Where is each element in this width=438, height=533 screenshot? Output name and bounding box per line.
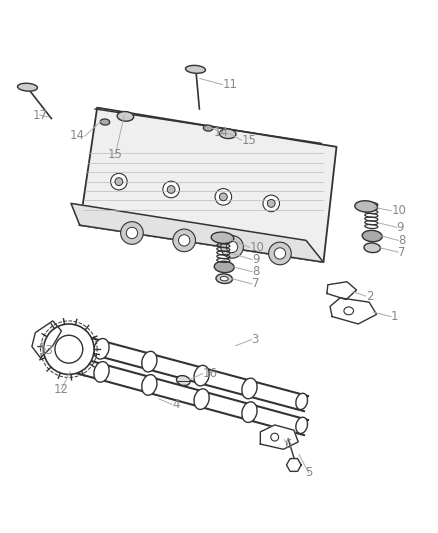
Text: 1: 1 [391,310,399,323]
Text: 9: 9 [396,221,404,234]
Ellipse shape [242,402,257,423]
Circle shape [111,173,127,190]
Ellipse shape [216,274,233,284]
Circle shape [44,324,94,375]
Ellipse shape [211,232,234,244]
Ellipse shape [142,375,157,395]
Ellipse shape [203,125,213,131]
Ellipse shape [117,111,134,121]
Ellipse shape [18,83,38,91]
Ellipse shape [219,129,236,139]
Circle shape [215,189,232,205]
Text: 16: 16 [202,367,217,380]
Ellipse shape [94,361,109,382]
Polygon shape [71,204,323,262]
Text: 11: 11 [223,78,237,91]
Circle shape [120,222,143,244]
Ellipse shape [271,433,279,441]
Circle shape [173,229,195,252]
Text: 8: 8 [252,265,259,278]
Ellipse shape [242,378,257,399]
Text: 6: 6 [284,439,292,451]
Ellipse shape [186,66,205,74]
Circle shape [221,236,244,258]
Text: 15: 15 [242,134,257,147]
Polygon shape [260,425,298,449]
Ellipse shape [344,307,353,315]
Ellipse shape [296,417,307,433]
Polygon shape [286,458,301,471]
Circle shape [115,177,123,185]
Ellipse shape [214,261,234,272]
Circle shape [268,242,291,265]
Text: 12: 12 [54,383,69,395]
Circle shape [219,193,227,201]
Polygon shape [327,282,357,300]
Ellipse shape [94,338,109,359]
Ellipse shape [100,119,110,125]
Text: 7: 7 [252,277,260,290]
Ellipse shape [362,230,382,242]
Circle shape [267,199,275,207]
Ellipse shape [142,351,157,372]
Text: 8: 8 [398,234,406,247]
Text: 13: 13 [39,344,53,357]
Text: 4: 4 [172,398,180,411]
Polygon shape [330,298,377,324]
Text: 15: 15 [108,148,123,161]
Text: 17: 17 [32,109,47,122]
Ellipse shape [52,352,64,368]
Text: 7: 7 [398,246,406,259]
Ellipse shape [177,376,190,385]
Ellipse shape [364,243,381,253]
Circle shape [55,335,83,363]
Text: 2: 2 [366,289,373,303]
Circle shape [167,185,175,193]
Ellipse shape [194,389,209,409]
Circle shape [274,248,286,259]
Polygon shape [32,321,61,358]
Polygon shape [80,108,336,262]
Ellipse shape [220,277,228,281]
Text: 10: 10 [250,241,265,254]
Text: 14: 14 [213,126,228,139]
Circle shape [126,228,138,239]
Text: 5: 5 [305,466,312,479]
Circle shape [163,181,180,198]
Text: 3: 3 [252,333,259,346]
Ellipse shape [194,365,209,386]
Circle shape [263,195,279,212]
Ellipse shape [296,393,307,409]
Circle shape [226,241,238,253]
Ellipse shape [355,201,378,212]
Circle shape [179,235,190,246]
Text: 9: 9 [252,253,260,266]
Text: 10: 10 [391,204,406,217]
Ellipse shape [57,330,68,346]
Text: 14: 14 [70,130,85,142]
